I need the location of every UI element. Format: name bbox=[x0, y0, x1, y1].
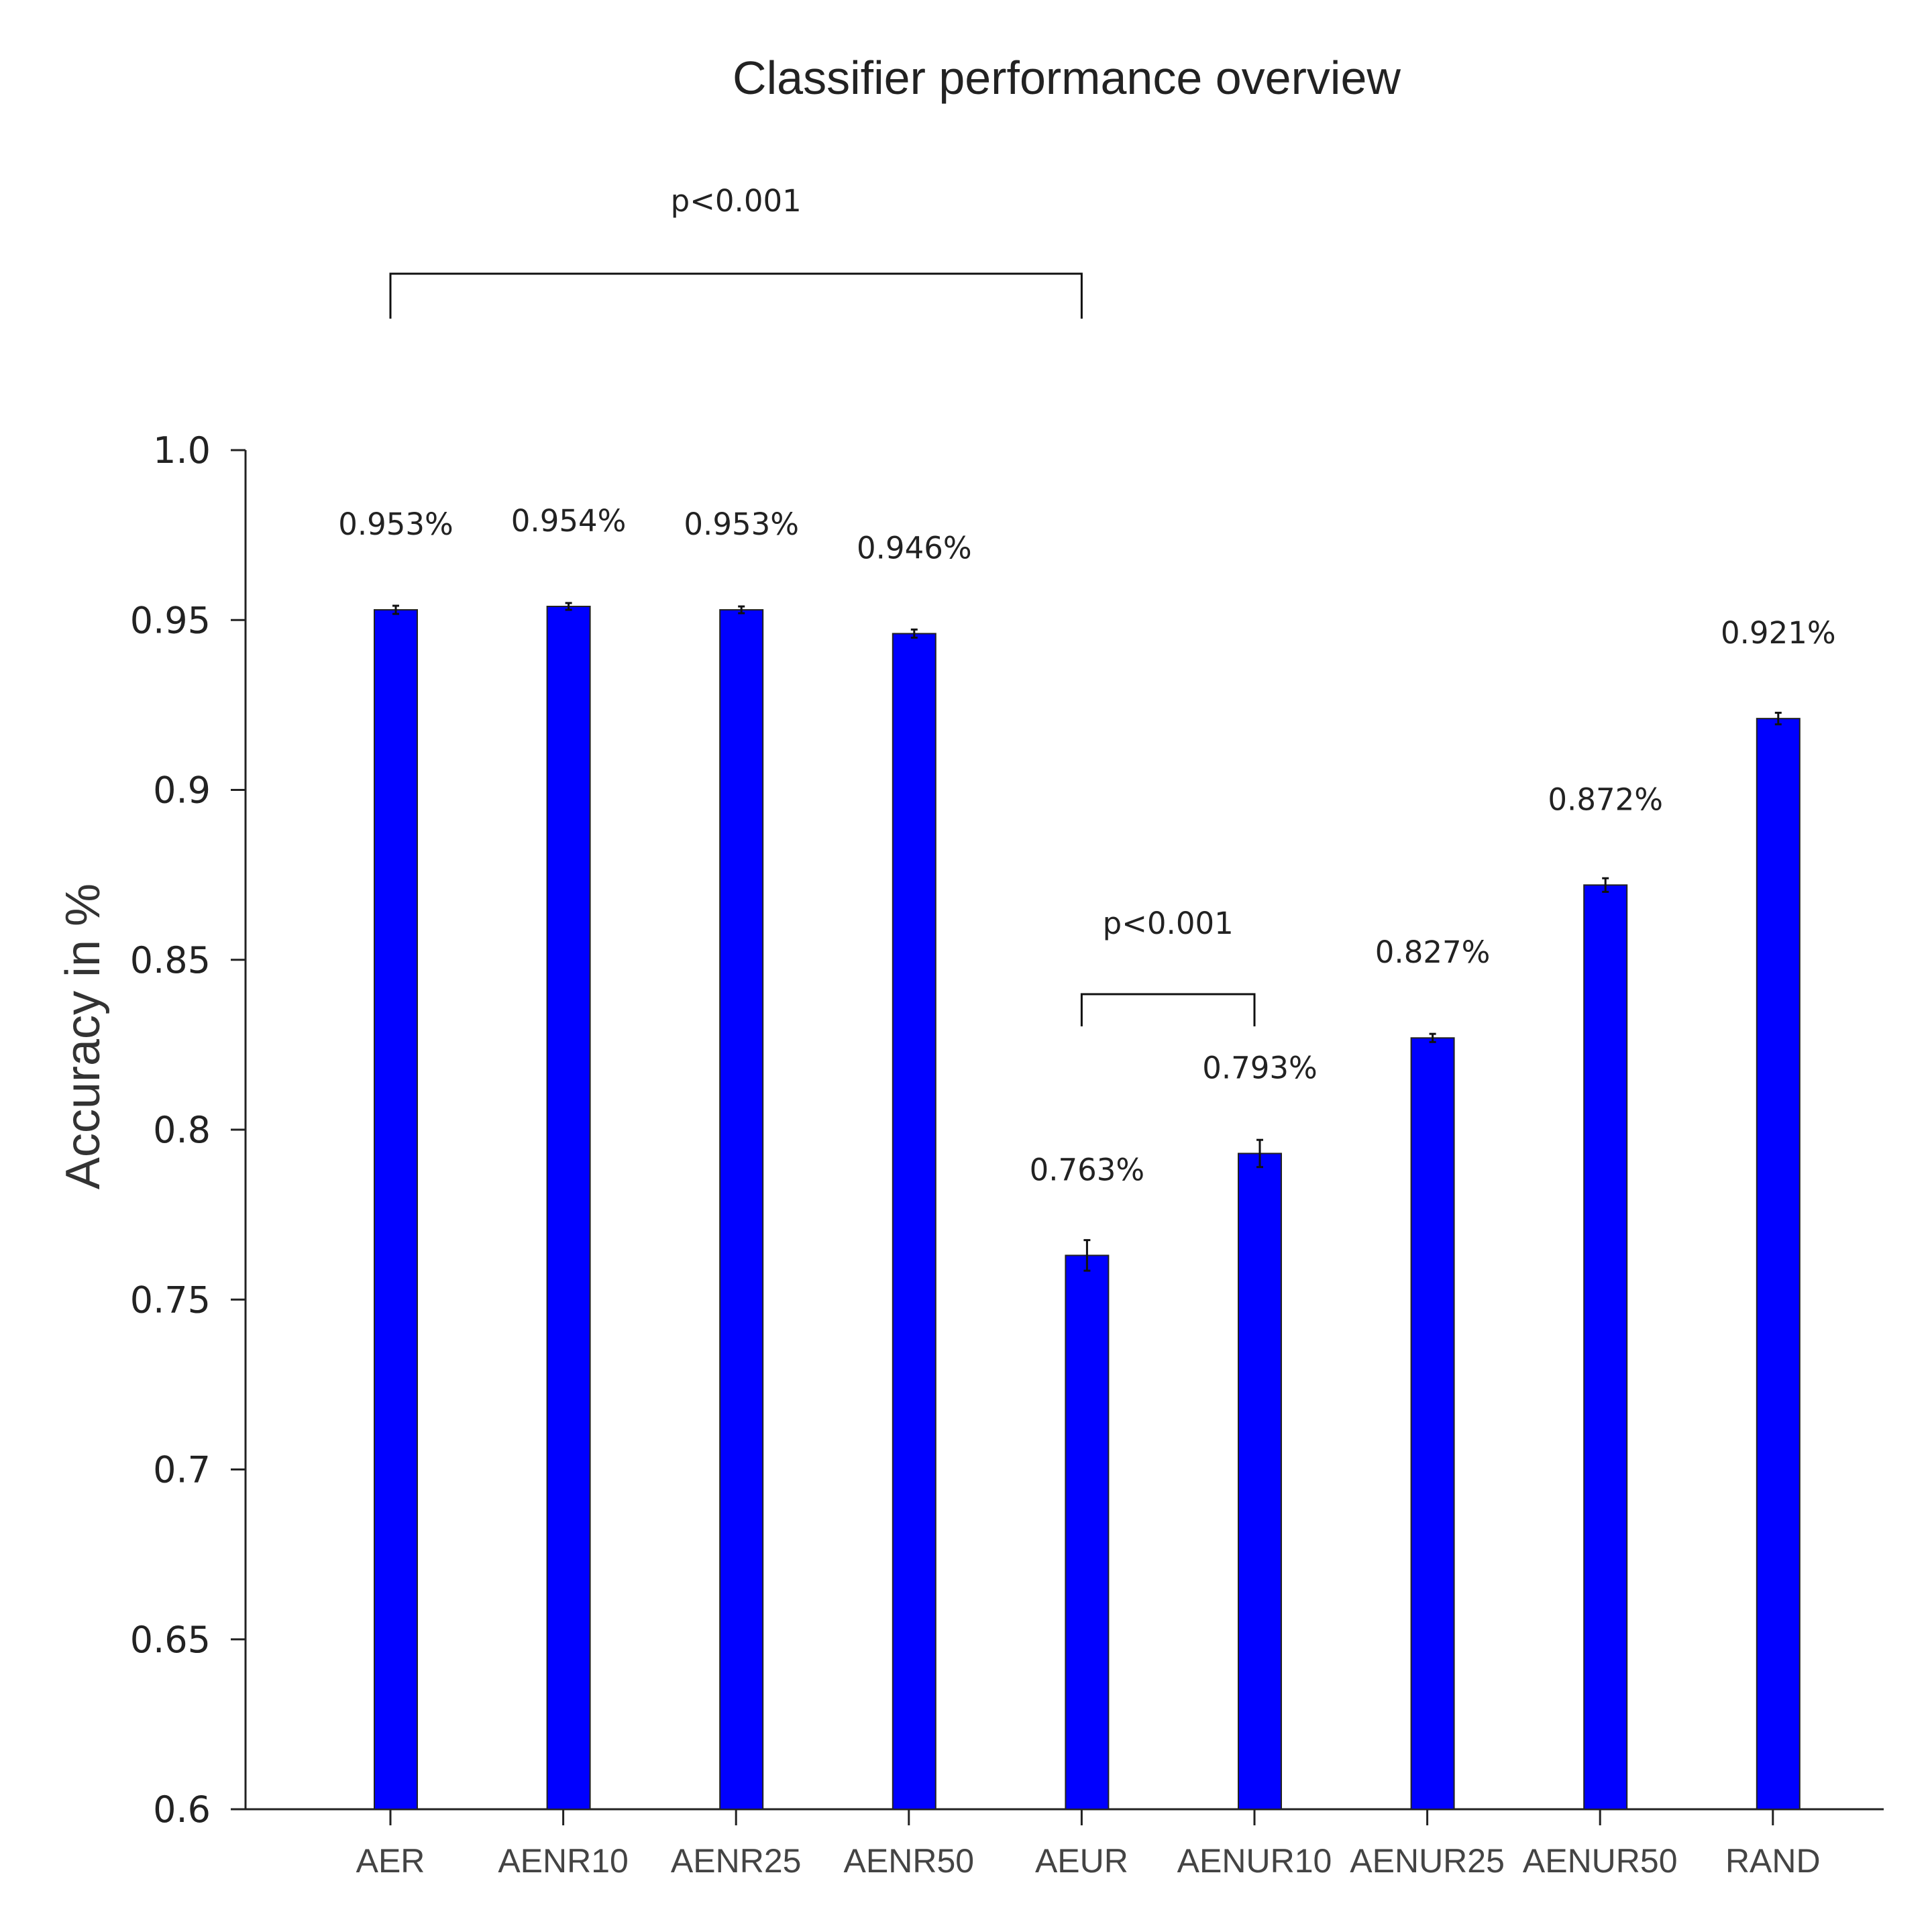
data-label: 0.921% bbox=[1721, 615, 1836, 651]
x-tick-label: AENR10 bbox=[498, 1842, 629, 1880]
y-tick-label: 0.7 bbox=[153, 1449, 211, 1491]
significance-bracket bbox=[389, 272, 1083, 319]
bar bbox=[1410, 1037, 1455, 1810]
data-label: 0.793% bbox=[1202, 1050, 1318, 1085]
significance-label: p<0.001 bbox=[1103, 906, 1234, 941]
bar bbox=[1756, 718, 1801, 1810]
y-tick-label: 0.75 bbox=[130, 1279, 211, 1321]
y-tick-label: 0.6 bbox=[153, 1788, 211, 1831]
data-label: 0.872% bbox=[1548, 782, 1663, 817]
data-label: 0.946% bbox=[857, 531, 972, 566]
bar bbox=[1583, 884, 1628, 1810]
data-label: 0.954% bbox=[511, 503, 627, 539]
x-tick-label: AENUR25 bbox=[1350, 1842, 1505, 1880]
y-tick-label: 0.9 bbox=[153, 769, 211, 812]
bar bbox=[719, 609, 764, 1810]
significance-label: p<0.001 bbox=[671, 183, 802, 219]
y-tick-label: 0.65 bbox=[130, 1619, 211, 1661]
bar bbox=[892, 633, 936, 1810]
bar bbox=[1065, 1254, 1110, 1810]
x-tick-label: RAND bbox=[1725, 1842, 1821, 1880]
y-tick-label: 0.85 bbox=[130, 939, 211, 981]
bar bbox=[546, 605, 591, 1810]
y-axis-label: Accuracy in % bbox=[56, 883, 110, 1189]
x-tick-label: AENR50 bbox=[844, 1842, 975, 1880]
y-axis: 0.6 0.65 0.7 0.75 0.8 0.85 0.9 0.95 1.0 bbox=[130, 429, 247, 1831]
bars-group bbox=[374, 605, 1801, 1810]
x-axis: AER AENR10 AENR25 AENR50 AEUR AENUR10 AENUR25 A… bbox=[246, 1808, 1884, 1880]
x-tick-label: AENUR50 bbox=[1523, 1842, 1678, 1880]
data-label: 0.953% bbox=[338, 506, 453, 542]
significance-annotations: p<0.001 p<0.001 bbox=[389, 183, 1256, 1026]
data-label: 0.827% bbox=[1375, 934, 1491, 970]
x-tick-label: AENR25 bbox=[671, 1842, 802, 1880]
data-labels-group: 0.953% 0.954% 0.953% 0.946% 0.763% 0.793% 0.82… bbox=[338, 503, 1835, 1187]
data-label: 0.763% bbox=[1030, 1152, 1145, 1187]
x-tick-label: AENUR10 bbox=[1177, 1842, 1332, 1880]
bar bbox=[374, 609, 418, 1810]
x-tick-label: AER bbox=[356, 1842, 425, 1880]
y-tick-label: 0.95 bbox=[130, 599, 211, 641]
bar bbox=[1238, 1152, 1282, 1810]
significance-bracket bbox=[1080, 993, 1256, 1026]
y-tick-label: 1.0 bbox=[153, 429, 211, 472]
data-label: 0.953% bbox=[684, 506, 799, 542]
errorbars-group bbox=[392, 602, 1782, 1272]
y-tick-label: 0.8 bbox=[153, 1109, 211, 1151]
x-tick-label: AEUR bbox=[1035, 1842, 1128, 1880]
chart-title: Classifier performance overview bbox=[733, 52, 1401, 104]
